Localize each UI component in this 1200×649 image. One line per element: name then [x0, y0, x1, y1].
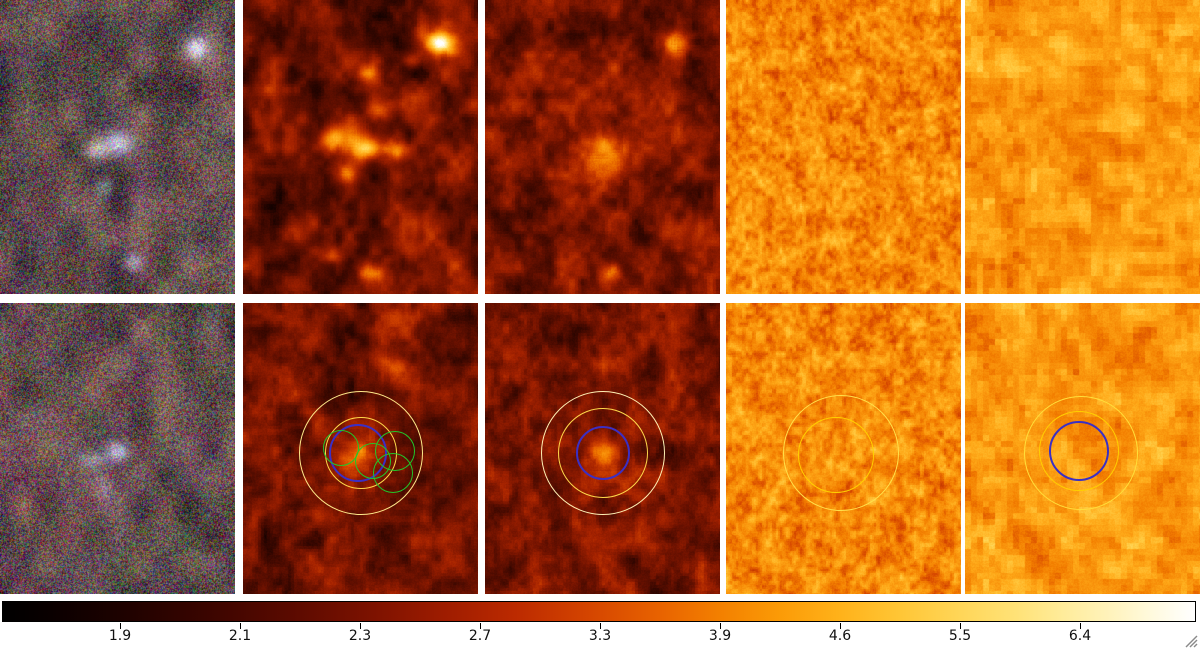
- resize-grip-icon[interactable]: [1182, 632, 1198, 648]
- colorbar-tick-label-6: 4.6: [828, 628, 852, 644]
- colorbar-tick-5: [720, 623, 721, 629]
- panel-band4-zoom-image: [726, 303, 961, 594]
- panel-rgb-zoom[interactable]: [0, 303, 235, 594]
- panel-rgb-zoom-image: [0, 303, 235, 594]
- intensity-colorbar[interactable]: [2, 601, 1196, 622]
- panel-band5-wide-image: [965, 0, 1200, 294]
- colorbar-tick-8: [1080, 623, 1081, 629]
- colorbar-tick-label-7: 5.5: [948, 628, 972, 644]
- panel-band4-wide[interactable]: [726, 0, 961, 294]
- panel-band3-wide[interactable]: [485, 0, 720, 294]
- panel-band2-wide[interactable]: [243, 0, 478, 294]
- colorbar-tick-label-5: 3.9: [708, 628, 732, 644]
- panel-band3-zoom[interactable]: [485, 303, 720, 594]
- colorbar-tick-label-1: 2.1: [228, 628, 252, 644]
- panel-band5-zoom[interactable]: [965, 303, 1200, 594]
- panel-band2-wide-image: [243, 0, 478, 294]
- colorbar-tick-label-4: 3.3: [588, 628, 612, 644]
- panel-band3-zoom-image: [485, 303, 720, 594]
- colorbar-tick-label-3: 2.7: [468, 628, 492, 644]
- colorbar-tick-2: [360, 623, 361, 629]
- panel-rgb-wide[interactable]: [0, 0, 235, 294]
- colorbar-tick-6: [840, 623, 841, 629]
- colorbar-tick-label-0: 1.9: [108, 628, 132, 644]
- colorbar-tick-4: [600, 623, 601, 629]
- colorbar-tick-0: [120, 623, 121, 629]
- panel-band4-zoom[interactable]: [726, 303, 961, 594]
- colorbar-region: 1.9 2.1 2.3 2.7 3.3 3.9 4.6 5.5 6.4: [0, 601, 1200, 649]
- panel-band3-wide-image: [485, 0, 720, 294]
- colorbar-tick-7: [960, 623, 961, 629]
- colorbar-tick-1: [240, 623, 241, 629]
- colorbar-tick-label-8: 6.4: [1068, 628, 1092, 644]
- panel-band2-zoom-image: [243, 303, 478, 594]
- colorbar-tick-label-2: 2.3: [348, 628, 372, 644]
- panel-band5-wide[interactable]: [965, 0, 1200, 294]
- cutout-grid: [0, 0, 1200, 594]
- panel-band5-zoom-image: [965, 303, 1200, 594]
- panel-band4-wide-image: [726, 0, 961, 294]
- colorbar-tick-3: [480, 623, 481, 629]
- panel-band2-zoom[interactable]: [243, 303, 478, 594]
- panel-rgb-wide-image: [0, 0, 235, 294]
